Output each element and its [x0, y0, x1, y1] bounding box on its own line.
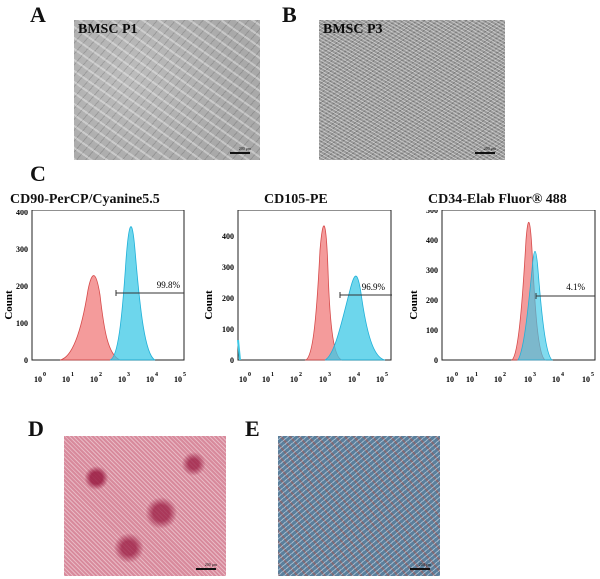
svg-text:10: 10: [494, 375, 502, 384]
histogram-cd90: Count 0 100 200 300 400 99.8% 10 10 10 10 10 10 0…: [3, 210, 186, 384]
micrograph-adipogenic-stain: 200 μm: [278, 436, 440, 576]
svg-text:10: 10: [118, 375, 126, 384]
micrograph-caption: BMSC P3: [323, 22, 383, 37]
svg-text:200: 200: [426, 296, 438, 305]
scale-bar: [196, 568, 216, 570]
svg-text:3: 3: [127, 372, 130, 378]
chart-title-cd34: CD34-Elab Fluor® 488: [428, 192, 567, 207]
gate-label: 96.9%: [362, 282, 386, 292]
svg-text:3: 3: [533, 372, 536, 378]
y-axis-label: Count: [408, 290, 420, 320]
svg-text:300: 300: [426, 266, 438, 275]
svg-text:10: 10: [582, 375, 590, 384]
svg-text:10: 10: [466, 375, 474, 384]
svg-text:1: 1: [271, 372, 274, 378]
chart-title-cd90: CD90-PerCP/Cyanine5.5: [10, 192, 160, 207]
svg-text:200: 200: [16, 282, 28, 291]
micrograph-caption: BMSC P1: [78, 22, 138, 37]
svg-text:2: 2: [99, 372, 102, 378]
svg-text:10: 10: [174, 375, 182, 384]
svg-text:4: 4: [155, 372, 158, 378]
micrograph-osteogenic-stain: 200 μm: [64, 436, 226, 576]
svg-text:0: 0: [230, 356, 234, 365]
panel-label-d: D: [28, 416, 44, 441]
svg-text:300: 300: [16, 245, 28, 254]
chart-title-cd105: CD105-PE: [264, 192, 328, 207]
svg-text:0: 0: [248, 372, 251, 378]
svg-text:400: 400: [426, 236, 438, 245]
scale-bar-label: 200 μm: [238, 146, 251, 151]
svg-text:2: 2: [503, 372, 506, 378]
svg-text:4: 4: [357, 372, 360, 378]
svg-text:100: 100: [426, 326, 438, 335]
svg-text:4: 4: [561, 372, 564, 378]
panel-label-b: B: [282, 2, 297, 27]
scale-bar-label: 200 μm: [483, 146, 496, 151]
svg-text:10: 10: [376, 375, 384, 384]
svg-text:100: 100: [16, 319, 28, 328]
micrograph-bmsc-p3: BMSC P3 200 μm: [319, 20, 505, 160]
y-axis-label: Count: [203, 290, 215, 320]
svg-text:400: 400: [222, 232, 234, 241]
gate-label: 4.1%: [566, 282, 585, 292]
panel-label-c: C: [30, 161, 46, 186]
scale-bar-label: 200 μm: [204, 562, 217, 567]
svg-text:0: 0: [434, 356, 438, 365]
svg-text:5: 5: [385, 372, 388, 378]
svg-text:100: 100: [222, 325, 234, 334]
svg-text:10: 10: [446, 375, 454, 384]
svg-text:1: 1: [475, 372, 478, 378]
svg-text:0: 0: [455, 372, 458, 378]
svg-text:10: 10: [524, 375, 532, 384]
scale-bar-label: 200 μm: [418, 562, 431, 567]
panel-label-e: E: [245, 416, 260, 441]
svg-text:3: 3: [328, 372, 331, 378]
histogram-cd105: Count 0 100 200 300 400 96.9% 10 10 10 10 10 10 0…: [203, 210, 392, 384]
svg-text:10: 10: [90, 375, 98, 384]
svg-text:10: 10: [262, 375, 270, 384]
svg-text:5: 5: [183, 372, 186, 378]
svg-text:0: 0: [24, 356, 28, 365]
svg-text:10: 10: [552, 375, 560, 384]
svg-text:400: 400: [16, 210, 28, 217]
svg-text:0: 0: [43, 372, 46, 378]
micrograph-bmsc-p1: BMSC P1 200 μm: [74, 20, 260, 160]
svg-text:10: 10: [239, 375, 247, 384]
svg-text:10: 10: [146, 375, 154, 384]
svg-text:10: 10: [62, 375, 70, 384]
scale-bar: [475, 152, 495, 154]
svg-text:2: 2: [299, 372, 302, 378]
panel-label-a: A: [30, 2, 46, 27]
svg-text:1: 1: [71, 372, 74, 378]
svg-text:10: 10: [290, 375, 298, 384]
y-axis-label: Count: [3, 290, 15, 320]
svg-text:200: 200: [222, 294, 234, 303]
svg-text:500: 500: [426, 210, 438, 215]
svg-text:300: 300: [222, 263, 234, 272]
svg-text:10: 10: [34, 375, 42, 384]
svg-text:5: 5: [591, 372, 594, 378]
svg-text:10: 10: [319, 375, 327, 384]
svg-text:10: 10: [348, 375, 356, 384]
scale-bar: [410, 568, 430, 570]
scale-bar: [230, 152, 250, 154]
gate-label: 99.8%: [157, 280, 181, 290]
